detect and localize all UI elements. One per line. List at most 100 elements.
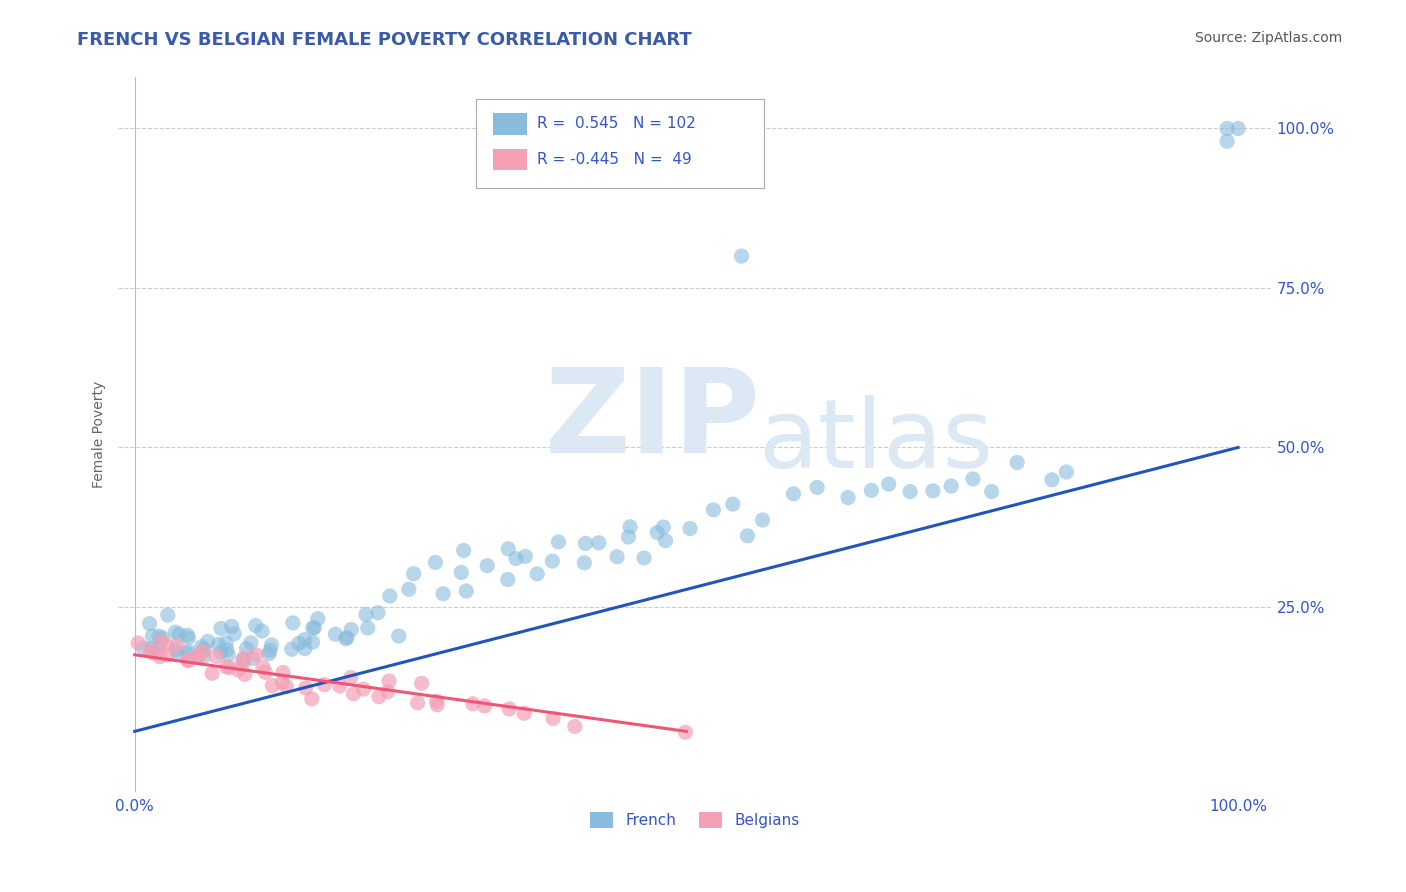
Point bbox=[1227, 121, 1250, 136]
Y-axis label: Female Poverty: Female Poverty bbox=[93, 381, 107, 488]
Point bbox=[354, 607, 377, 622]
Point bbox=[259, 643, 281, 657]
Point bbox=[477, 558, 499, 573]
Point bbox=[138, 616, 160, 631]
Point bbox=[619, 520, 641, 534]
Point bbox=[156, 648, 179, 662]
Point bbox=[654, 533, 676, 548]
Point bbox=[980, 484, 1002, 499]
Point bbox=[342, 687, 364, 701]
Point bbox=[782, 487, 804, 501]
Point bbox=[232, 653, 254, 667]
Point bbox=[702, 503, 724, 517]
Point bbox=[314, 678, 336, 692]
Point bbox=[301, 692, 323, 706]
Point bbox=[245, 618, 267, 632]
Point bbox=[146, 641, 169, 656]
Text: R =  0.545   N = 102: R = 0.545 N = 102 bbox=[537, 116, 696, 131]
Point bbox=[166, 642, 188, 657]
Point bbox=[232, 655, 254, 669]
Point bbox=[453, 543, 475, 558]
Point bbox=[340, 623, 363, 637]
Point bbox=[156, 608, 179, 623]
Point bbox=[132, 641, 155, 656]
Point bbox=[165, 625, 187, 640]
Point bbox=[215, 636, 238, 650]
Point bbox=[679, 521, 702, 535]
Point bbox=[378, 589, 401, 603]
Point bbox=[367, 606, 389, 620]
Point bbox=[633, 551, 655, 566]
Point bbox=[751, 513, 773, 527]
Point bbox=[166, 638, 188, 652]
Point bbox=[288, 636, 311, 650]
Point bbox=[209, 645, 232, 659]
Point bbox=[877, 477, 900, 491]
Point bbox=[177, 644, 200, 658]
Point bbox=[193, 642, 215, 657]
Point bbox=[271, 675, 294, 690]
Point bbox=[215, 660, 238, 674]
Point bbox=[730, 249, 752, 263]
Point bbox=[588, 535, 610, 549]
Point bbox=[176, 646, 198, 660]
Point bbox=[377, 684, 399, 698]
Point bbox=[541, 711, 564, 725]
Point bbox=[353, 682, 375, 697]
Text: atlas: atlas bbox=[758, 395, 993, 488]
Point bbox=[339, 671, 361, 685]
Text: Source: ZipAtlas.com: Source: ZipAtlas.com bbox=[1195, 31, 1343, 45]
Text: ZIP: ZIP bbox=[544, 363, 761, 478]
Point bbox=[513, 706, 536, 721]
Point bbox=[329, 679, 352, 693]
Point bbox=[217, 648, 239, 662]
Point bbox=[837, 491, 859, 505]
Point bbox=[252, 660, 274, 674]
Point bbox=[301, 635, 323, 649]
Point bbox=[1040, 473, 1063, 487]
Point bbox=[226, 663, 249, 677]
Point bbox=[474, 699, 496, 714]
Point bbox=[574, 536, 596, 550]
Point bbox=[141, 629, 163, 643]
Point bbox=[235, 641, 257, 656]
Point bbox=[176, 628, 198, 642]
Point bbox=[242, 651, 264, 665]
Point bbox=[505, 551, 527, 566]
Point bbox=[496, 541, 519, 556]
Point bbox=[127, 636, 149, 650]
Point bbox=[496, 573, 519, 587]
Point bbox=[142, 646, 165, 660]
Point bbox=[302, 621, 325, 635]
Point bbox=[254, 665, 277, 680]
Point bbox=[357, 621, 380, 635]
Point bbox=[1216, 121, 1239, 136]
Point bbox=[232, 651, 254, 665]
Point bbox=[209, 621, 232, 635]
Point bbox=[150, 631, 173, 645]
Point bbox=[205, 649, 228, 664]
Point bbox=[673, 725, 696, 739]
Point bbox=[281, 615, 304, 630]
Point bbox=[193, 650, 215, 665]
Point bbox=[411, 676, 433, 690]
Point bbox=[271, 665, 294, 680]
Point bbox=[652, 520, 675, 534]
Point bbox=[574, 556, 596, 570]
Point bbox=[167, 627, 190, 641]
Point bbox=[233, 667, 256, 681]
Point bbox=[398, 582, 420, 597]
Point bbox=[239, 636, 262, 650]
Point bbox=[402, 566, 425, 581]
Point bbox=[335, 632, 357, 646]
Point bbox=[450, 566, 472, 580]
Point bbox=[207, 637, 229, 651]
FancyBboxPatch shape bbox=[494, 149, 527, 170]
Point bbox=[378, 673, 401, 688]
Legend: French, Belgians: French, Belgians bbox=[583, 806, 806, 834]
Point bbox=[307, 611, 329, 625]
Point bbox=[962, 472, 984, 486]
Point bbox=[250, 624, 273, 639]
Point bbox=[191, 644, 214, 658]
Point bbox=[280, 642, 302, 657]
